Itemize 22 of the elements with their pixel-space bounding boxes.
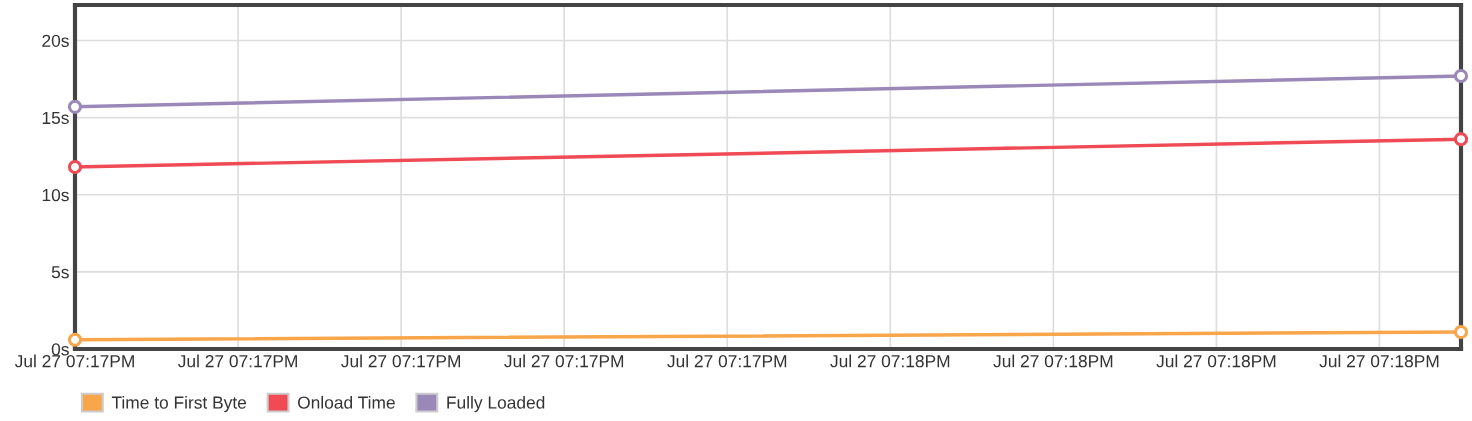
x-tick-label: Jul 27 07:18PM <box>993 354 1113 368</box>
point <box>1453 68 1469 84</box>
x-tick-label: Jul 27 07:18PM <box>1319 354 1439 368</box>
x-tick-label: Jul 27 07:17PM <box>178 354 297 368</box>
point <box>67 332 83 347</box>
x-tick-label: Jul 27 07:18PM <box>1156 354 1276 368</box>
y-tick-label: 15s <box>42 111 69 125</box>
point <box>1453 132 1469 147</box>
y-tick-label: 10s <box>42 188 69 202</box>
legend-label: Onload Time <box>297 395 395 409</box>
x-tick-label: Jul 27 07:17PM <box>341 354 461 368</box>
x-tick-label: Jul 27 07:17PM <box>667 354 787 368</box>
legend-label: Fully Loaded <box>447 395 545 413</box>
y-tick-label: 20s <box>42 34 69 47</box>
x-tick-label: Jul 27 07:18PM <box>830 354 950 368</box>
y-tick-label: 0s <box>51 343 69 356</box>
y-tick-label: 5s <box>51 266 69 279</box>
legend-label: Time to First Byte <box>111 395 247 413</box>
x-tick-label: Jul 27 07:17PM <box>504 354 624 368</box>
point <box>1453 324 1469 340</box>
point <box>67 99 83 114</box>
point <box>67 159 83 175</box>
